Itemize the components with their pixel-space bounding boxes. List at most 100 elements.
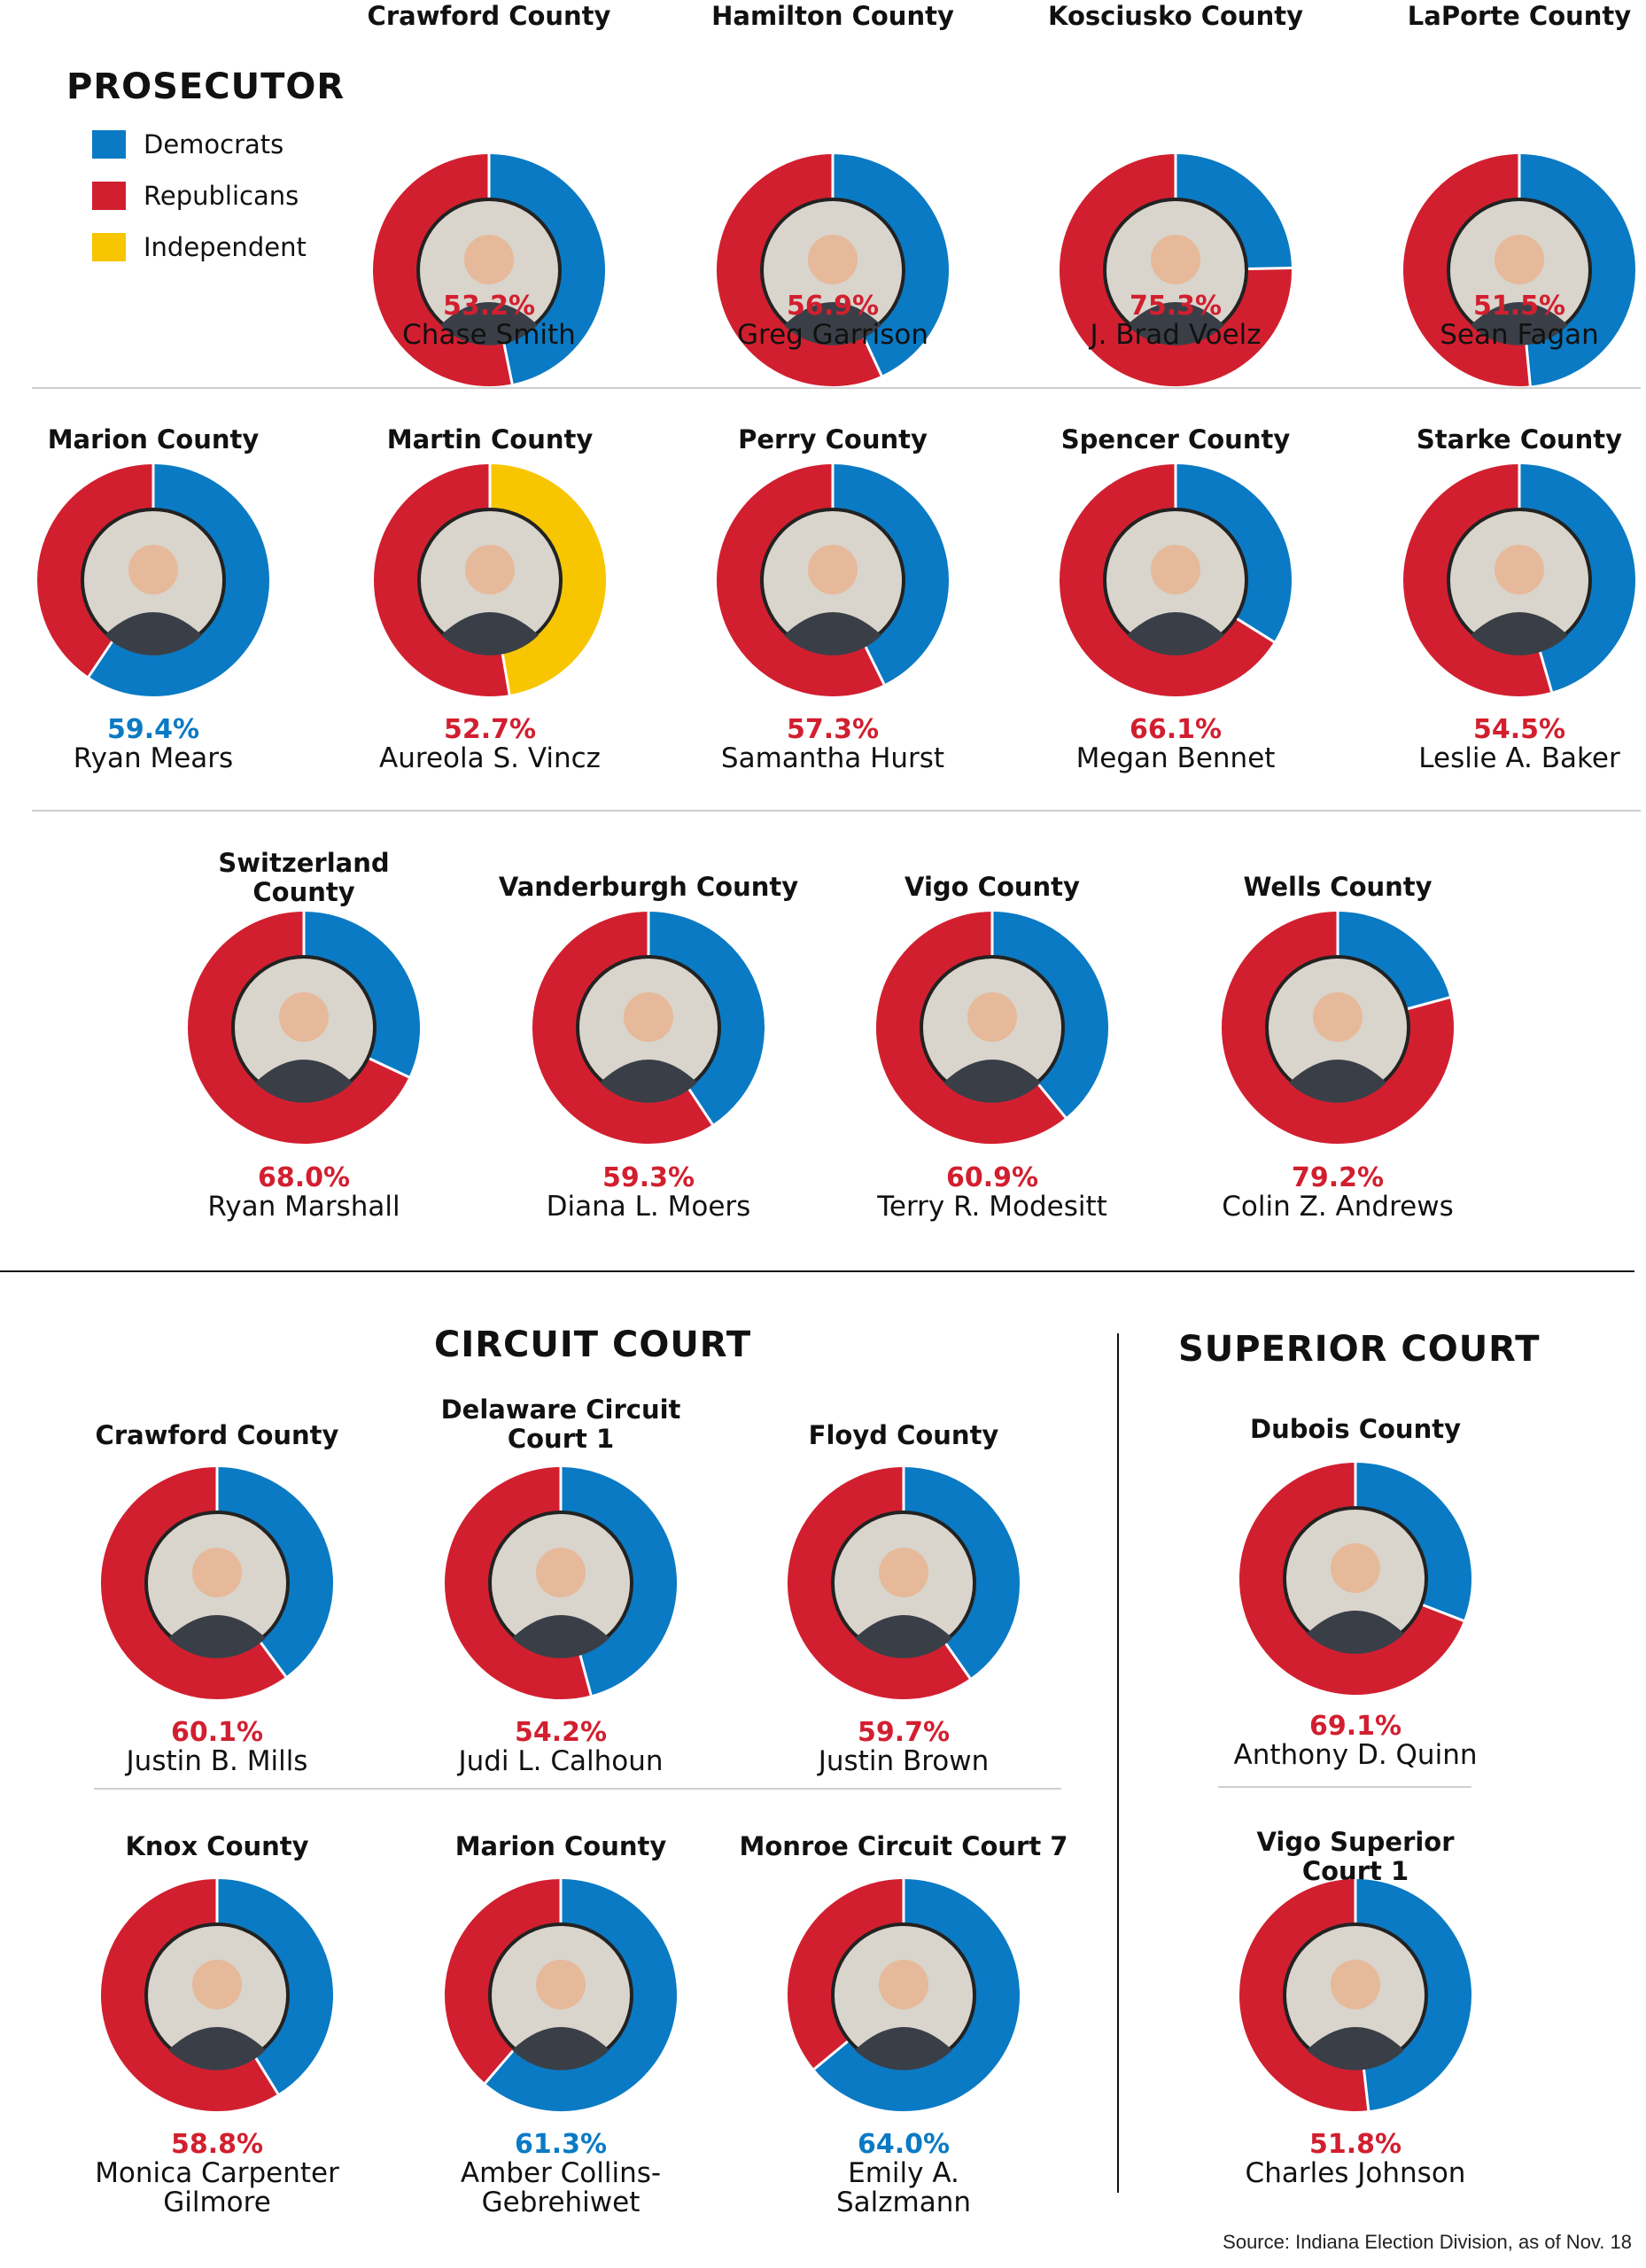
donut-slice-republicans xyxy=(374,464,510,696)
donut-chart xyxy=(374,464,606,696)
county-label: Wells County xyxy=(1243,872,1432,902)
winner-name: Monica Carpenter Gilmore xyxy=(95,2157,339,2218)
portrait-shoulders xyxy=(1471,612,1568,656)
slice-separator xyxy=(1406,996,1450,1011)
winner-block: 75.3% J. Brad Voelz xyxy=(990,292,1362,350)
winner-name: Aureola S. Vincz xyxy=(379,742,601,774)
portrait-face xyxy=(192,1960,242,2009)
winner-name: Megan Bennet xyxy=(1075,742,1276,774)
winner-percent: 52.7% xyxy=(443,714,537,745)
portrait-face xyxy=(536,1960,586,2009)
county-label: Marion County xyxy=(47,424,260,454)
slice-separator xyxy=(861,334,883,377)
donut-chart xyxy=(188,912,420,1144)
portrait-shoulders xyxy=(440,302,538,346)
chart-title: Wells County xyxy=(1152,873,1524,902)
donut-chart xyxy=(788,1879,1020,2111)
winner-block: 52.7% Aureola S. Vincz xyxy=(304,716,676,773)
slice-separator xyxy=(1362,2066,1370,2111)
portrait-shoulders xyxy=(168,2027,266,2070)
donut-slice-republicans xyxy=(788,1467,970,1699)
winner-name: Justin B. Mills xyxy=(126,1745,308,1777)
winner-percent: 79.2% xyxy=(1291,1162,1385,1193)
donut-slice-republicans xyxy=(788,1879,905,2070)
slice-separator xyxy=(863,643,886,686)
donut-slice-republicans xyxy=(188,912,409,1144)
donut-slice-republicans xyxy=(1403,154,1531,386)
slice-separator xyxy=(501,650,511,695)
slice-separator xyxy=(87,639,115,678)
winner-block: 60.1% Justin B. Mills xyxy=(31,1719,403,1776)
donut-slice-democrats xyxy=(1355,1463,1471,1621)
donut-slice-republicans xyxy=(37,464,154,677)
portrait-face xyxy=(465,545,515,594)
county-label: Martin County xyxy=(386,424,594,454)
county-label: Starke County xyxy=(1416,424,1623,454)
donut-slice-republicans xyxy=(532,912,713,1144)
slice-separator xyxy=(501,340,514,384)
portrait-face xyxy=(1151,545,1200,594)
donut-chart xyxy=(1403,464,1635,696)
winner-name: Leslie A. Baker xyxy=(1418,742,1620,774)
winner-block: 59.3% Diana L. Moers xyxy=(462,1164,835,1222)
donut-slice-democrats xyxy=(303,912,420,1077)
county-label: Vigo County xyxy=(905,872,1080,902)
donut-slice-democrats xyxy=(1518,154,1635,386)
chart-title: Monroe Circuit Court 7 xyxy=(718,1832,1090,1861)
winner-percent: 58.8% xyxy=(170,2129,264,2160)
portrait-face xyxy=(879,1960,928,2009)
donut-slice-democrats xyxy=(1175,154,1292,270)
winner-percent: 59.4% xyxy=(106,714,200,745)
donut-slice-republicans xyxy=(1222,912,1454,1144)
chart-title: Delaware Circuit Court 1 xyxy=(375,1395,747,1454)
county-label: LaPorte County xyxy=(1407,1,1632,31)
winner-name: Anthony D. Quinn xyxy=(1233,1739,1478,1771)
portrait-face xyxy=(192,1548,242,1597)
county-label: Knox County xyxy=(125,1831,309,1861)
county-label: Spencer County xyxy=(1060,424,1291,454)
slice-separator xyxy=(484,2048,516,2085)
chart-title: Starke County xyxy=(1333,425,1646,454)
donut-slice-democrats xyxy=(814,1879,1020,2111)
portrait-face xyxy=(279,992,329,1042)
winner-name: Sean Fagan xyxy=(1440,319,1599,351)
winner-name: Justin Brown xyxy=(818,1745,990,1777)
donut-chart xyxy=(445,1467,677,1699)
slice-separator xyxy=(1235,617,1275,643)
donut-slice-republicans xyxy=(1060,464,1275,696)
county-label: Kosciusko County xyxy=(1048,1,1303,31)
portrait-shoulders xyxy=(784,612,881,656)
portrait-shoulders xyxy=(1307,1611,1404,1654)
chart-title: Marion County xyxy=(375,1832,747,1861)
donut-chart xyxy=(1060,154,1293,386)
donut-chart xyxy=(1403,154,1635,386)
winner-percent: 56.9% xyxy=(786,291,880,322)
donut-slice-democrats xyxy=(832,464,949,685)
winner-block: 57.3% Samantha Hurst xyxy=(647,716,1019,773)
winner-name: Chase Smith xyxy=(402,319,576,351)
donut-slice-democrats xyxy=(832,154,949,376)
portrait-shoulders xyxy=(255,1060,353,1103)
winner-percent: 61.3% xyxy=(514,2129,608,2160)
portrait-shoulders xyxy=(784,302,881,346)
winner-name: Samantha Hurst xyxy=(720,742,945,774)
portrait-shoulders xyxy=(441,612,539,656)
winner-name: Emily A. Salzmann xyxy=(835,2157,972,2218)
winner-name: Ryan Mears xyxy=(73,742,234,774)
portrait-face xyxy=(1151,235,1200,284)
legend-label: Republicans xyxy=(144,181,299,211)
county-label: Switzerland County xyxy=(218,848,390,907)
row-divider xyxy=(32,810,1641,812)
donut-slice-democrats xyxy=(560,1467,677,1696)
winner-block: 51.8% Charles Johnson xyxy=(1169,2131,1541,2188)
donut-slice-republicans xyxy=(101,1467,286,1699)
winner-block: 56.9% Greg Garrison xyxy=(647,292,1019,350)
donut-slice-democrats xyxy=(1518,464,1635,692)
winner-block: 53.2% Chase Smith xyxy=(303,292,675,350)
portrait-shoulders xyxy=(1127,302,1224,346)
slice-separator xyxy=(258,1640,287,1678)
portrait-shoulders xyxy=(855,2027,952,2070)
winner-block: 69.1% Anthony D. Quinn xyxy=(1169,1713,1541,1770)
winner-percent: 75.3% xyxy=(1129,291,1223,322)
portrait-face xyxy=(624,992,673,1042)
